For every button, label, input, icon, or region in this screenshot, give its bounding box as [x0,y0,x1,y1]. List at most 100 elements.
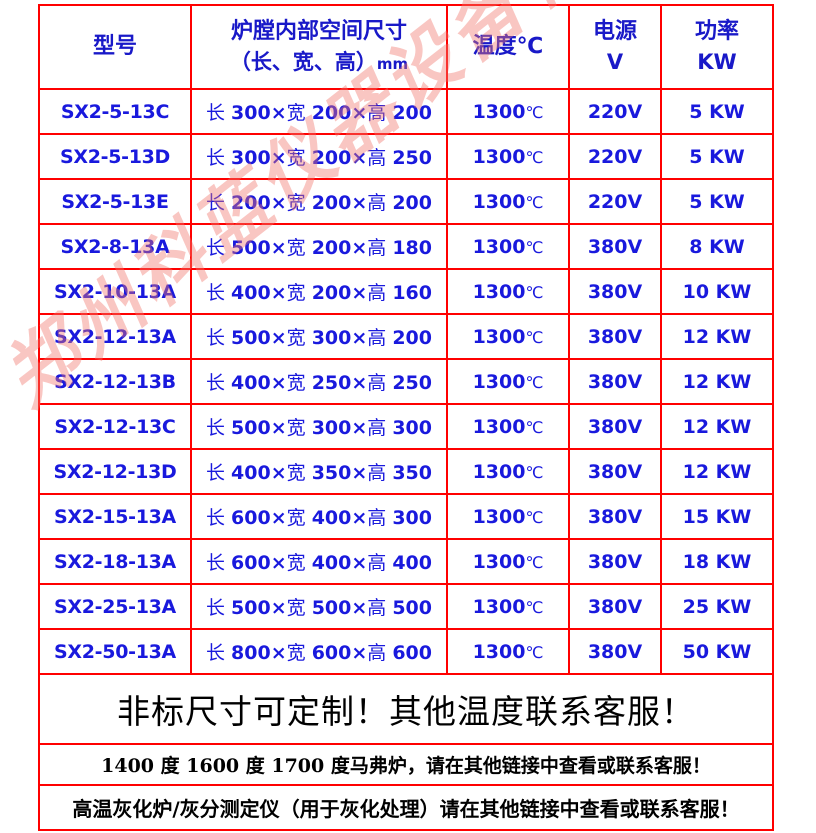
temperature-value: 1300 [472,505,526,528]
dim-height-label: 高 [367,417,393,439]
cell-temperature: 1300℃ [446,628,570,675]
dim-sep-1: × [270,237,287,259]
table-row: SX2-5-13C 长 300×宽 200×高 200 1300℃ 220V 5 KW [38,88,774,135]
cell-temperature: 1300℃ [446,538,570,585]
temperature-value: 1300 [472,325,526,348]
table-row: SX2-12-13C 长 500×宽 300×高 300 1300℃ 380V 12 K… [38,403,774,450]
cell-power-supply: 380V [568,223,662,270]
column-header-power-label: 功率 [694,19,739,45]
dim-height-value: 180 [392,237,432,259]
table-row: SX2-10-13A 长 400×宽 200×高 160 1300℃ 380V 10 K… [38,268,774,315]
temperature-value: 1300 [472,235,526,258]
cell-temperature: 1300℃ [446,223,570,270]
dim-length-value: 300 [231,102,271,124]
dim-width-label: 宽 [286,552,312,574]
cell-temperature: 1300℃ [446,493,570,540]
temperature-value: 1300 [472,595,526,618]
dim-length-label: 长 [206,462,232,484]
dim-sep-2: × [351,642,368,664]
cell-dimensions: 长 400×宽 250×高 250 [190,358,448,405]
temperature-unit: ℃ [525,462,544,482]
dim-height-value: 400 [392,552,432,574]
column-header-dimensions: 炉膛内部空间尺寸 （长、宽、高）mm [190,4,448,90]
dim-length-value: 500 [231,597,271,619]
dim-sep-2: × [351,282,368,304]
dim-width-label: 宽 [286,327,312,349]
dim-height-label: 高 [367,282,393,304]
table-row: SX2-5-13E 长 200×宽 200×高 200 1300℃ 220V 5 KW [38,178,774,225]
dim-sep-1: × [270,372,287,394]
dim-length-label: 长 [206,192,232,214]
cell-model: SX2-12-13B [38,358,192,405]
cell-temperature: 1300℃ [446,448,570,495]
note-row: 非标尺寸可定制！其他温度联系客服！ [38,673,774,745]
note-custom-size: 非标尺寸可定制！其他温度联系客服！ [38,673,774,745]
cell-model: SX2-12-13A [38,313,192,360]
dim-length-label: 长 [206,552,232,574]
cell-power-supply: 380V [568,268,662,315]
dim-length-value: 500 [231,237,271,259]
cell-power-supply: 380V [568,583,662,630]
dim-length-label: 长 [206,282,232,304]
dim-height-label: 高 [367,552,393,574]
dim-width-label: 宽 [286,372,312,394]
cell-power: 12 KW [660,313,774,360]
temperature-unit: ℃ [525,237,544,257]
table-row: SX2-12-13A 长 500×宽 300×高 200 1300℃ 380V 12 K… [38,313,774,360]
dim-width-label: 宽 [286,507,312,529]
cell-power: 12 KW [660,358,774,405]
dim-width-value: 300 [311,327,352,349]
note-row: 高温灰化炉/灰分测定仪（用于灰化处理）请在其他链接中查看或联系客服！ [38,784,774,831]
cell-dimensions: 长 500×宽 300×高 300 [190,403,448,450]
dim-height-label: 高 [367,147,393,169]
dim-sep-2: × [351,147,368,169]
dim-sep-1: × [270,327,287,349]
cell-temperature: 1300℃ [446,403,570,450]
dim-height-value: 350 [392,462,432,484]
dim-sep-2: × [351,102,368,124]
cell-temperature: 1300℃ [446,358,570,405]
dim-length-value: 400 [231,462,271,484]
dim-height-value: 200 [392,192,432,214]
dim-sep-2: × [351,237,368,259]
temperature-value: 1300 [472,145,526,168]
cell-dimensions: 长 800×宽 600×高 600 [190,628,448,675]
dim-width-label: 宽 [286,462,312,484]
dim-height-label: 高 [367,102,393,124]
column-header-power-supply: 电源 V [568,4,662,90]
dim-width-label: 宽 [286,642,312,664]
cell-dimensions: 长 500×宽 300×高 200 [190,313,448,360]
dim-height-value: 250 [392,147,432,169]
table-row: SX2-12-13D 长 400×宽 350×高 350 1300℃ 380V 12 K… [38,448,774,495]
dim-sep-2: × [351,417,368,439]
dim-width-value: 500 [311,597,352,619]
cell-model: SX2-25-13A [38,583,192,630]
dim-width-value: 350 [311,462,352,484]
cell-power: 50 KW [660,628,774,675]
dim-sep-1: × [270,147,287,169]
dim-height-value: 500 [392,597,432,619]
table-row: SX2-5-13D 长 300×宽 200×高 250 1300℃ 220V 5 KW [38,133,774,180]
dim-length-label: 长 [206,237,232,259]
table-body: SX2-5-13C 长 300×宽 200×高 200 1300℃ 220V 5 KW S… [38,88,774,831]
column-header-power: 功率 KW [660,4,774,90]
temperature-unit: ℃ [525,597,544,617]
dim-height-label: 高 [367,642,393,664]
cell-temperature: 1300℃ [446,268,570,315]
cell-model: SX2-50-13A [38,628,192,675]
note-ashing-furnace: 高温灰化炉/灰分测定仪（用于灰化处理）请在其他链接中查看或联系客服！ [38,784,774,831]
cell-model: SX2-15-13A [38,493,192,540]
dim-sep-2: × [351,327,368,349]
dim-width-value: 600 [311,642,352,664]
dim-width-value: 200 [311,282,352,304]
dim-height-label: 高 [367,462,393,484]
dim-height-label: 高 [367,237,393,259]
dim-sep-1: × [270,642,287,664]
dim-width-value: 200 [311,102,352,124]
dim-height-value: 200 [392,327,432,349]
cell-power-supply: 380V [568,358,662,405]
dim-sep-2: × [351,552,368,574]
furnace-spec-table: 型号 炉膛内部空间尺寸 （长、宽、高）mm 温度℃ 电源 V 功率 [38,4,774,831]
cell-power: 12 KW [660,448,774,495]
